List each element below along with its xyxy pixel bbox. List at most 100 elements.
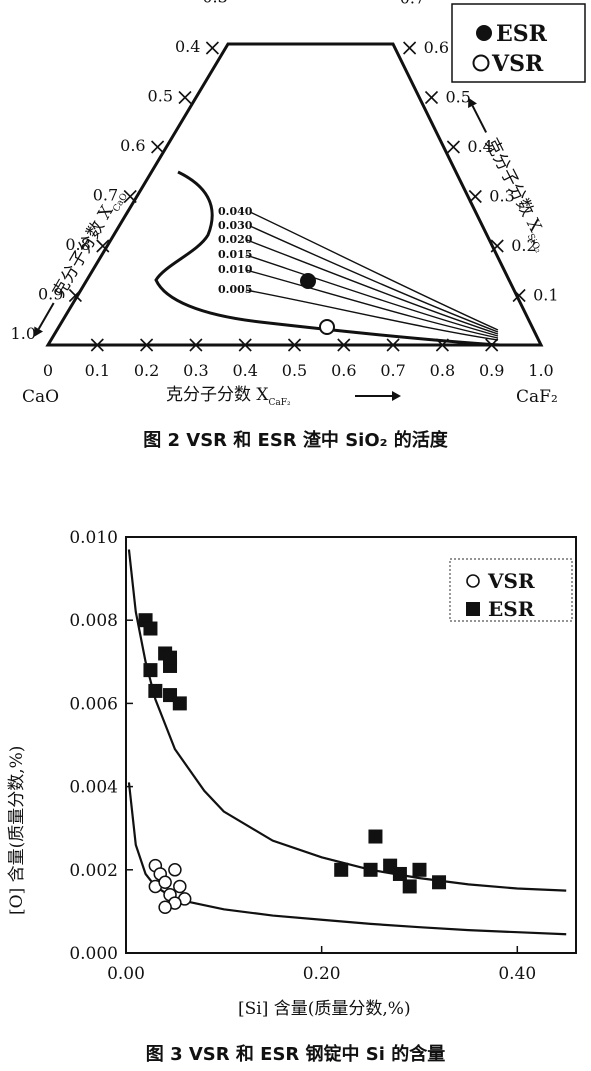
esr-data-point	[148, 683, 163, 698]
esr-data-point	[172, 696, 187, 711]
y-tick-label: 0.002	[69, 861, 118, 881]
esr-data-point	[402, 879, 417, 894]
left-tick-3-cross	[123, 189, 137, 204]
right-tick-1-cross	[512, 288, 526, 303]
x-axis-label: [Si] 含量(质量分数,%)	[238, 999, 411, 1019]
iso-activity-label: 0.030	[218, 219, 253, 232]
right-tick-6-cross	[403, 41, 417, 55]
right-tick-label: 0.3	[489, 187, 514, 206]
left-tick-4-cross	[151, 140, 165, 154]
esr-data-point	[368, 829, 383, 844]
legend-esr-marker	[466, 602, 480, 616]
vsr-data-point	[168, 863, 182, 877]
y-axis-ticks: 0.000 0.002 0.004 0.006 0.008 0.010	[69, 528, 133, 964]
legend-esr-marker	[476, 25, 492, 41]
bottom-tick-label: 0.5	[282, 361, 307, 380]
legend-vsr-marker	[466, 574, 480, 588]
esr-point	[300, 273, 316, 289]
right-tick-label: 0.6	[424, 38, 449, 57]
ternary-legend-box	[451, 3, 586, 83]
y-tick-label: 0.004	[69, 778, 118, 798]
iso-activity-label: 0.015	[218, 248, 252, 261]
esr-data-point	[412, 862, 427, 877]
liquid-region-boundary	[154, 170, 501, 347]
bottom-tick-label: 0.9	[479, 361, 504, 380]
y-tick-label: 0.008	[69, 611, 118, 631]
right-tick-label: 0.7	[400, 0, 425, 8]
scatter-legend-box	[449, 558, 573, 622]
ternary-diagram: 0 0.1 0.2 0.3 0.4 0.5 0.6 0.7 0.8 0.9 1.0 1.0 0.9 0.…	[11, 0, 586, 408]
fit-curve-vsr	[127, 782, 567, 936]
bottom-tick-3-cross	[189, 338, 203, 352]
bottom-tick-4-cross	[238, 338, 252, 352]
left-tick-label: 0.6	[120, 136, 145, 155]
bottom-tick-label: 1.0	[528, 361, 553, 380]
figure-2-caption: 图 2 VSR 和 ESR 渣中 SiO₂ 的活度	[143, 430, 448, 451]
vsr-data-point	[173, 879, 187, 894]
left-tick-label: 0.3	[202, 0, 227, 7]
bottom-tick-5-cross	[287, 338, 302, 352]
left-tick-label: 1.0	[11, 324, 36, 343]
bottom-axis-label-sub: CaF₂	[269, 398, 291, 408]
bottom-tick-2-cross	[140, 338, 154, 352]
iso-activity-label: 0.020	[218, 233, 253, 246]
right-tick-4-cross	[446, 140, 460, 154]
esr-data-point	[432, 875, 447, 890]
left-tick-1-cross	[68, 288, 82, 303]
iso-activity-label: 0.040	[218, 205, 253, 218]
right-axis-tick-labels: 0.1 0.2 0.3 0.4 0.5 0.6 0.7	[400, 0, 559, 305]
ternary-outline	[45, 42, 544, 347]
right-tick-2-cross	[490, 239, 504, 253]
left-tick-label: 0.9	[38, 285, 63, 304]
vertex-label-caf2: CaF₂	[516, 387, 558, 407]
legend-vsr-marker	[472, 54, 490, 72]
bottom-tick-7-cross	[386, 338, 400, 352]
bottom-tick-label: 0.6	[331, 361, 356, 380]
left-tick-label: 0.4	[175, 37, 200, 56]
data-points	[138, 613, 447, 914]
esr-data-point	[163, 650, 178, 665]
right-tick-label: 0.1	[533, 286, 558, 305]
bottom-axis-label-main: 克分子分数 X	[166, 385, 269, 405]
legend-esr-label: ESR	[488, 597, 535, 621]
bottom-axis-label: 克分子分数 XCaF₂	[166, 385, 291, 408]
ternary-ticks	[68, 41, 526, 352]
y-tick-label: 0.006	[69, 694, 118, 714]
left-tick-5-cross	[178, 90, 192, 105]
right-tick-label: 0.5	[446, 88, 471, 107]
right-tick-label: 0.2	[511, 236, 536, 255]
figure-3-caption: 图 3 VSR 和 ESR 钢锭中 Si 的含量	[145, 1044, 446, 1065]
vsr-data-point	[158, 875, 172, 890]
bottom-tick-label: 0	[43, 361, 53, 380]
legend-vsr-label: VSR	[491, 51, 544, 77]
y-axis-label: [O] 含量(质量分数,%)	[7, 746, 27, 915]
esr-data-point	[143, 663, 158, 678]
plot-frame	[125, 536, 577, 954]
iso-activity-label: 0.005	[218, 283, 252, 296]
legend-esr-label: ESR	[496, 21, 548, 47]
y-tick-label: 0.000	[69, 944, 118, 964]
y-tick-label: 0.010	[69, 528, 118, 548]
iso-activity-lines	[245, 211, 499, 341]
right-axis-arrow	[468, 97, 488, 133]
left-tick-label: 0.5	[148, 87, 173, 106]
x-tick-label: 0.00	[107, 964, 145, 984]
bottom-tick-1-cross	[90, 338, 104, 352]
bottom-tick-6-cross	[337, 338, 351, 352]
iso-activity-label: 0.010	[218, 263, 253, 276]
esr-data-point	[392, 866, 407, 881]
bottom-tick-label: 0.1	[85, 361, 110, 380]
left-tick-6-cross	[205, 41, 219, 55]
legend-vsr-label: VSR	[487, 569, 535, 593]
bottom-axis-tick-labels: 0 0.1 0.2 0.3 0.4 0.5 0.6 0.7 0.8 0.9 1.0	[43, 361, 554, 380]
left-tick-label: 0.8	[65, 235, 90, 254]
bottom-axis-arrow	[355, 391, 401, 401]
bottom-tick-label: 0.2	[134, 361, 159, 380]
right-tick-3-cross	[468, 189, 482, 204]
vsr-data-point	[158, 900, 172, 914]
esr-data-point	[334, 862, 349, 877]
bottom-tick-label: 0.7	[380, 361, 405, 380]
left-tick-2-cross	[96, 239, 110, 253]
